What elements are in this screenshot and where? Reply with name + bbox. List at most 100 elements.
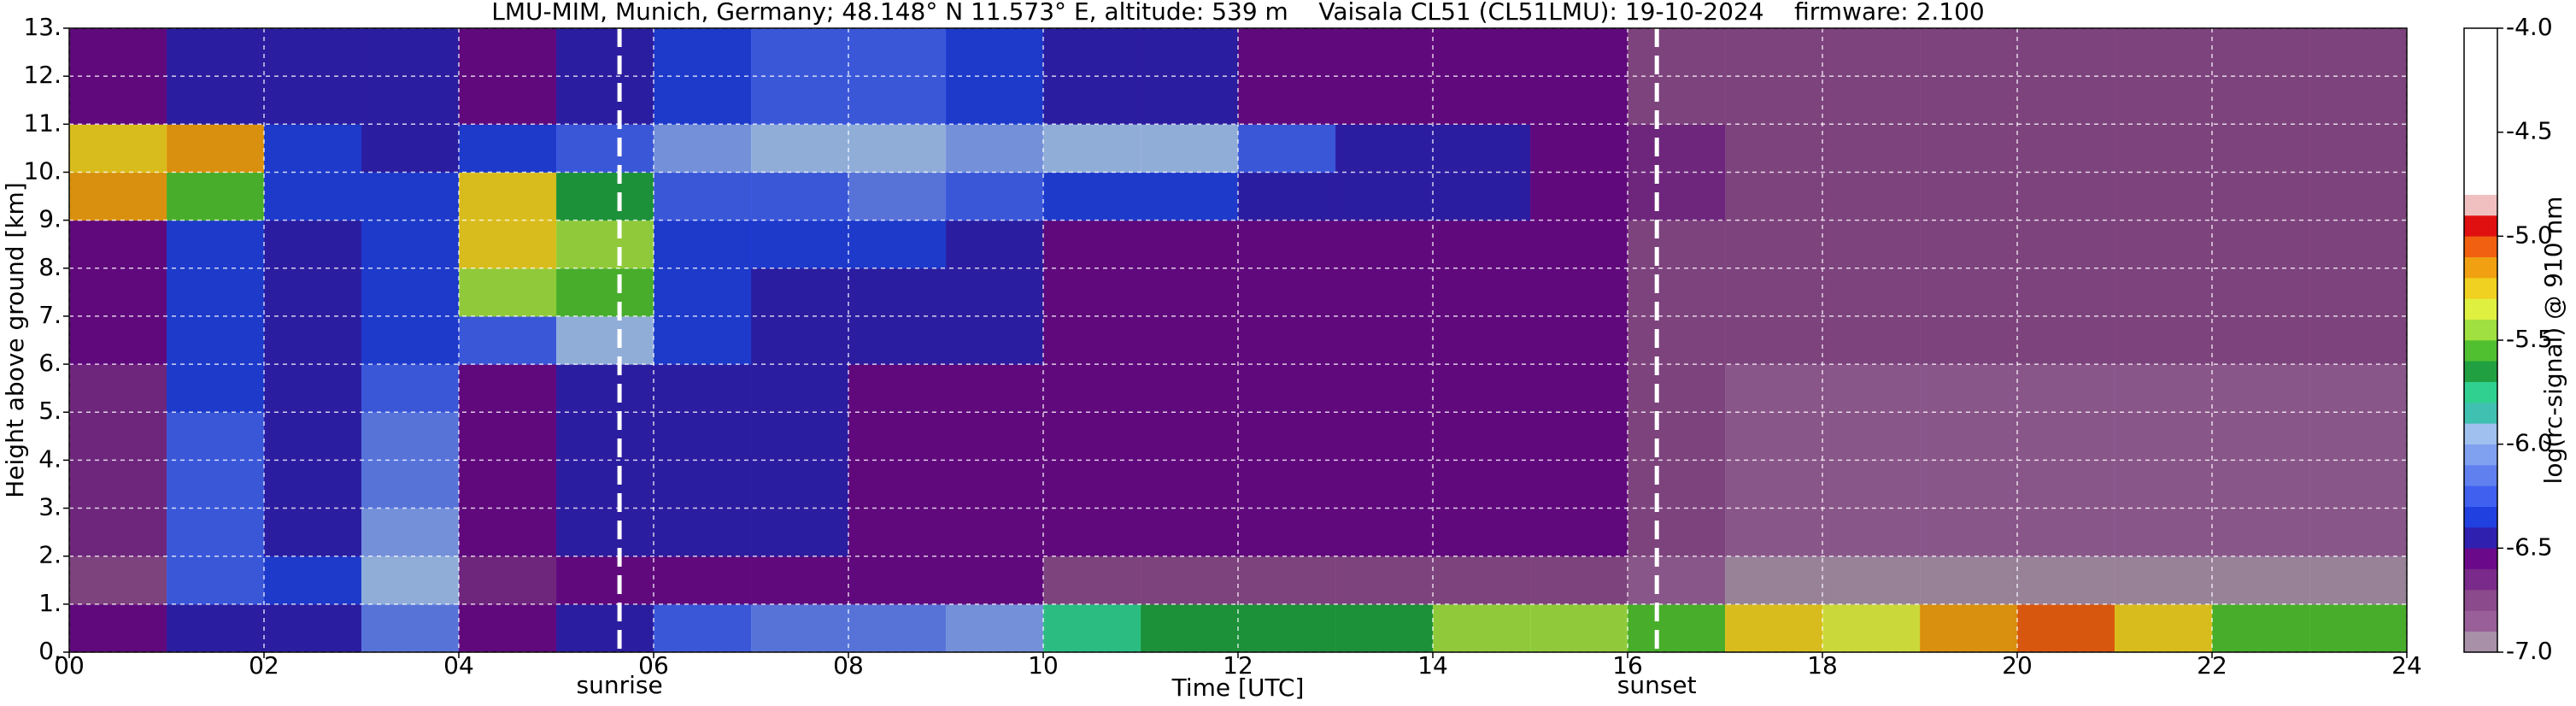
heatmap-cell — [848, 556, 947, 605]
y-tick-label: 2. — [38, 541, 62, 569]
heatmap-cell — [1530, 460, 1628, 509]
heatmap-cell — [556, 315, 654, 365]
heatmap-cell — [1238, 124, 1336, 173]
heatmap-cell — [167, 124, 265, 173]
heatmap-cell — [1822, 315, 1921, 365]
heatmap-cell — [361, 220, 460, 269]
heatmap-cell — [1822, 76, 1921, 125]
heatmap-cell — [69, 508, 167, 557]
heatmap-cell — [1238, 268, 1336, 317]
colorbar-segment — [2464, 548, 2497, 569]
heatmap-cell — [2309, 315, 2408, 365]
x-tick-label: 10 — [1028, 651, 1059, 680]
heatmap-cell — [946, 412, 1044, 461]
heatmap-cell — [751, 172, 849, 221]
heatmap-cell — [1628, 603, 1726, 653]
colorbar-segment — [2464, 215, 2497, 237]
heatmap-cell — [1433, 460, 1531, 509]
plot-frame — [68, 27, 2408, 653]
heatmap-cell — [1920, 508, 2018, 557]
heatmap-cell — [848, 172, 947, 221]
heatmap-cell — [751, 28, 849, 77]
y-tick-label: 3. — [38, 493, 62, 521]
heatmap-cell — [654, 412, 752, 461]
colorbar-segment — [2464, 194, 2497, 216]
colorbar-segment — [2464, 28, 2497, 195]
heatmap-cell — [2309, 220, 2408, 269]
heatmap-cell — [2017, 172, 2115, 221]
colorbar-segment — [2464, 278, 2497, 299]
y-tick-label: 6. — [38, 349, 62, 377]
heatmap-cell — [459, 172, 557, 221]
heatmap-cell — [1822, 124, 1921, 173]
heatmap-cell — [167, 268, 265, 317]
heatmap-cell — [1530, 124, 1628, 173]
heatmap-cell — [2309, 508, 2408, 557]
heatmap-cell — [1725, 172, 1823, 221]
colorbar-segment — [2464, 485, 2497, 507]
heatmap-cell — [1725, 268, 1823, 317]
heatmap-cell — [1335, 172, 1434, 221]
heatmap-cell — [1043, 364, 1141, 413]
heatmap-cell — [556, 556, 654, 605]
heatmap-cell — [654, 460, 752, 509]
heatmap-cell — [2309, 603, 2408, 653]
heatmap-cell — [848, 364, 947, 413]
heatmap-cell — [2115, 124, 2213, 173]
colorbar-tick-label: -5.0 — [2506, 221, 2553, 249]
heatmap-cell — [69, 28, 167, 77]
heatmap-cell — [2309, 124, 2408, 173]
heatmap-cell — [1043, 603, 1141, 653]
heatmap-cell — [1433, 364, 1531, 413]
heatmap-cell — [848, 28, 947, 77]
heatmap-cell — [2017, 364, 2115, 413]
heatmap-cell — [1335, 460, 1434, 509]
heatmap-cell — [69, 268, 167, 317]
heatmap-cell — [1043, 315, 1141, 365]
heatmap-cell — [167, 172, 265, 221]
heatmap-cell — [1920, 556, 2018, 605]
x-axis-label: Time [UTC] — [1171, 674, 1305, 702]
heatmap-cell — [459, 364, 557, 413]
heatmap-cell — [1530, 364, 1628, 413]
heatmap-cell — [1530, 412, 1628, 461]
heatmap-cell — [2212, 76, 2310, 125]
heatmap-cell — [167, 603, 265, 653]
heatmap-cell — [2115, 412, 2213, 461]
heatmap-cell — [459, 460, 557, 509]
heatmap-cell — [1141, 412, 1239, 461]
heatmap-cell — [2309, 556, 2408, 605]
heatmap-cell — [361, 28, 460, 77]
colorbar-segment — [2464, 590, 2497, 611]
colorbar-tick-label: -5.5 — [2506, 325, 2553, 353]
heatmap-cell — [654, 220, 752, 269]
heatmap-cell — [946, 315, 1044, 365]
heatmap-cell — [1628, 412, 1726, 461]
heatmap-cell — [2115, 220, 2213, 269]
heatmap-cell — [1238, 556, 1336, 605]
heatmap-cell — [1725, 460, 1823, 509]
heatmap-cell — [1725, 315, 1823, 365]
heatmap-cell — [1238, 603, 1336, 653]
heatmap-cell — [1141, 220, 1239, 269]
heatmap-cell — [556, 508, 654, 557]
heatmap-cell — [69, 412, 167, 461]
heatmap-cell — [69, 460, 167, 509]
heatmap-cell — [946, 460, 1044, 509]
annotation-label: sunset — [1617, 671, 1697, 699]
y-tick-label: 10. — [23, 156, 62, 185]
heatmap-cell — [459, 508, 557, 557]
heatmap-cell — [1335, 364, 1434, 413]
heatmap-cell — [654, 603, 752, 653]
heatmap-cell — [1628, 460, 1726, 509]
heatmap-cell — [1335, 556, 1434, 605]
heatmap-cell — [2309, 268, 2408, 317]
heatmap-cell — [2309, 364, 2408, 413]
heatmap-cell — [654, 556, 752, 605]
heatmap-cell — [1920, 76, 2018, 125]
heatmap-cell — [2115, 460, 2213, 509]
heatmap-cell — [946, 124, 1044, 173]
heatmap-cell — [2115, 364, 2213, 413]
heatmap-cell — [459, 28, 557, 77]
